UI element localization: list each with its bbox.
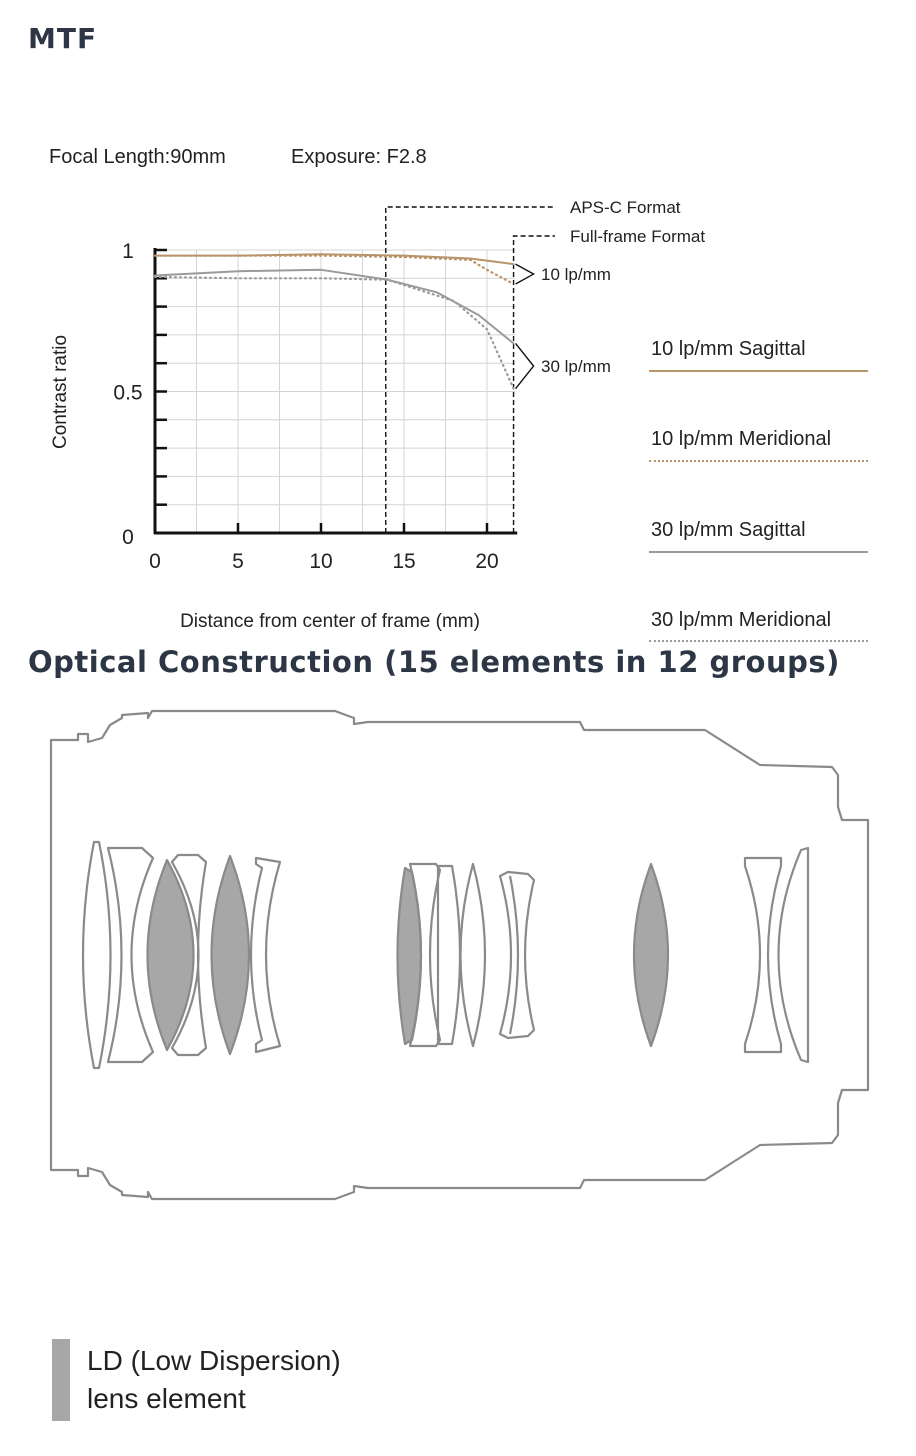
x-tick-label: 20 bbox=[475, 550, 498, 573]
lens-element-4 bbox=[170, 853, 208, 1057]
y-tick-label: 0.5 bbox=[113, 382, 142, 405]
lens-element-5 bbox=[210, 854, 251, 1056]
y-tick-label: 1 bbox=[122, 240, 134, 263]
aps-c-boundary bbox=[385, 206, 555, 533]
ld-legend-line1: LD (Low Dispersion) bbox=[87, 1345, 341, 1376]
series-line-30-lp-mm-meridional bbox=[153, 275, 515, 390]
lens-element-11 bbox=[498, 870, 536, 1040]
ld-legend-line2: lens element bbox=[87, 1383, 246, 1414]
group-label: 10 lp/mm bbox=[541, 265, 611, 284]
x-tick-label: 0 bbox=[149, 550, 161, 573]
legend-label-10-sagittal: 10 lp/mm Sagittal bbox=[651, 338, 806, 360]
lens-element-10 bbox=[459, 862, 487, 1048]
aps-c-label: APS-C Format bbox=[570, 198, 681, 217]
ld-legend-text: LD (Low Dispersion) lens element bbox=[87, 1342, 341, 1418]
legend-line-10-meridional bbox=[649, 460, 868, 462]
lens-element-3 bbox=[146, 858, 195, 1052]
group-bracket bbox=[515, 342, 535, 390]
lens-barrel-outline bbox=[49, 709, 870, 1201]
x-tick-label: 10 bbox=[309, 550, 332, 573]
legend-line-30-meridional bbox=[649, 640, 868, 642]
optical-construction-diagram bbox=[49, 709, 870, 1201]
x-axis-title: Distance from center of frame (mm) bbox=[180, 611, 480, 632]
chart-labels: 0 5 10 15 20 0 0.5 1 Distance from center of fra… bbox=[50, 198, 705, 632]
x-tick-label: 15 bbox=[392, 550, 415, 573]
lens-element-6 bbox=[249, 856, 282, 1054]
x-tick-label: 5 bbox=[232, 550, 244, 573]
lens-element-7 bbox=[396, 866, 423, 1046]
series-line-30-lp-mm-sagittal bbox=[154, 268, 515, 345]
group-bracket bbox=[515, 263, 536, 285]
legend-label-30-meridional: 30 lp/mm Meridional bbox=[651, 609, 832, 631]
lens-element-2 bbox=[106, 846, 155, 1064]
lens-element-15 bbox=[777, 846, 810, 1064]
optical-construction-heading: Optical Construction (15 elements in 12 … bbox=[28, 645, 840, 679]
lens-element-8 bbox=[408, 862, 442, 1048]
mtf-heading: MTF bbox=[28, 22, 98, 55]
lens-element-1 bbox=[81, 840, 112, 1070]
ld-legend-swatch bbox=[52, 1339, 70, 1421]
chart-grid bbox=[155, 249, 516, 533]
legend-label-30-sagittal: 30 lp/mm Sagittal bbox=[651, 519, 806, 541]
lens-element-12 bbox=[508, 875, 520, 1035]
y-axis-title: Contrast ratio bbox=[50, 335, 71, 449]
chart-axes bbox=[153, 248, 518, 535]
legend-label-10-meridional: 10 lp/mm Meridional bbox=[651, 428, 832, 450]
format-boundaries bbox=[385, 206, 555, 533]
focal-length-label: Focal Length:90mm bbox=[49, 146, 226, 168]
lens-element-13 bbox=[632, 862, 670, 1048]
y-tick-label: 0 bbox=[122, 526, 134, 549]
series-line-10-lp-mm-meridional bbox=[153, 254, 515, 286]
lens-element-14 bbox=[743, 856, 783, 1054]
legend-line-30-sagittal bbox=[649, 551, 868, 553]
lens-element-9 bbox=[436, 864, 462, 1046]
exposure-label: Exposure: F2.8 bbox=[291, 146, 427, 168]
legend-line-10-sagittal bbox=[649, 370, 868, 372]
full-frame-boundary bbox=[512, 235, 555, 533]
mtf-chart: 0 5 10 15 20 0 0.5 1 Distance from center of fra… bbox=[50, 198, 705, 632]
chart-series bbox=[153, 253, 515, 390]
group-label: 30 lp/mm bbox=[541, 357, 611, 376]
full-frame-label: Full-frame Format bbox=[570, 227, 705, 246]
